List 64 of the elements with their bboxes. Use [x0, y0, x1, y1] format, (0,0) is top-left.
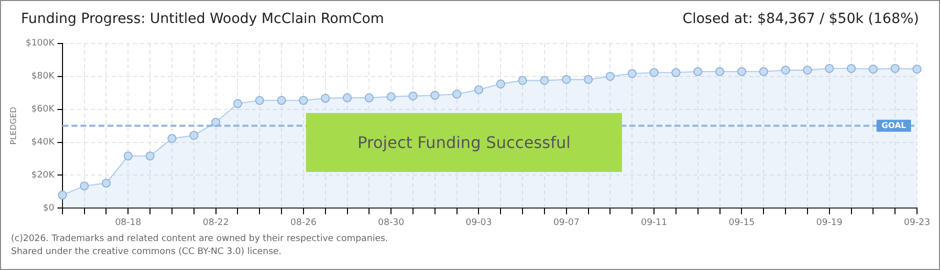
point: [824, 64, 834, 73]
point: [584, 74, 593, 84]
point: [628, 69, 637, 78]
point: [58, 190, 67, 200]
point: [606, 72, 615, 81]
x-tick-label: 09-19: [816, 218, 843, 228]
text: (c)2026. Trademarks and related content are owned by their respective companies.: [11, 233, 390, 246]
y-tick-label: $80K: [31, 72, 56, 82]
point: [146, 151, 155, 160]
point: [386, 92, 396, 102]
y-tick-label: $60K: [31, 104, 56, 115]
x-tick-label: 09-07: [553, 218, 580, 228]
y-tick-label: $20K: [31, 170, 56, 181]
point: [802, 66, 812, 75]
x-tick-label: 09-03: [466, 218, 492, 228]
x-tick-label: 08-22: [202, 218, 229, 228]
point: [518, 76, 528, 85]
point: [715, 67, 724, 76]
point: [759, 67, 768, 76]
point: [562, 74, 571, 84]
y-tick-label: $0: [42, 204, 55, 214]
point: [124, 151, 133, 160]
x-tick-label: 09-23: [904, 218, 930, 228]
point: [693, 67, 702, 76]
text: Shared under the creative commons (CC BY-NC 3.0) license.: [11, 246, 283, 259]
chart-subtitle: Closed at: $84,367 / $50k (168%): [682, 11, 919, 29]
x-tick-label: 08-26: [290, 218, 317, 228]
point: [233, 99, 242, 108]
point: [846, 64, 856, 73]
point: [430, 90, 440, 100]
point: [408, 91, 418, 100]
x-tick-label: 08-30: [378, 218, 404, 228]
point: [102, 178, 111, 188]
ref-line-label: GOAL: [882, 120, 906, 130]
point: [167, 134, 176, 143]
y-tick-label: $100K: [26, 38, 56, 49]
y-tick-label: $40K: [31, 138, 56, 148]
point: [452, 90, 462, 99]
point: [671, 68, 680, 78]
point: [912, 64, 922, 74]
point: [474, 85, 484, 94]
point: [255, 96, 264, 105]
point: [298, 96, 308, 105]
point: [211, 118, 220, 127]
point: [277, 96, 286, 105]
point: [189, 130, 198, 140]
point: [781, 66, 790, 75]
point: [320, 94, 330, 103]
x-tick-label: 09-15: [728, 218, 755, 228]
point: [80, 181, 89, 190]
point: [496, 79, 506, 88]
point: [650, 68, 659, 78]
point: [342, 93, 352, 102]
x-tick-label: 09-11: [640, 218, 668, 228]
point: [540, 76, 549, 85]
y-axis-title: PLEDGED: [8, 106, 18, 145]
chart-title: Funding Progress: Untitled Woody McClain RomCom: [21, 11, 384, 29]
success-banner: Project Funding Successful: [306, 112, 622, 172]
point: [868, 64, 878, 74]
annotation: Project Funding Successful: [358, 132, 571, 152]
point: [890, 64, 900, 73]
point: [364, 93, 374, 102]
x-tick-label: 08-18: [115, 218, 142, 228]
point: [737, 67, 746, 76]
